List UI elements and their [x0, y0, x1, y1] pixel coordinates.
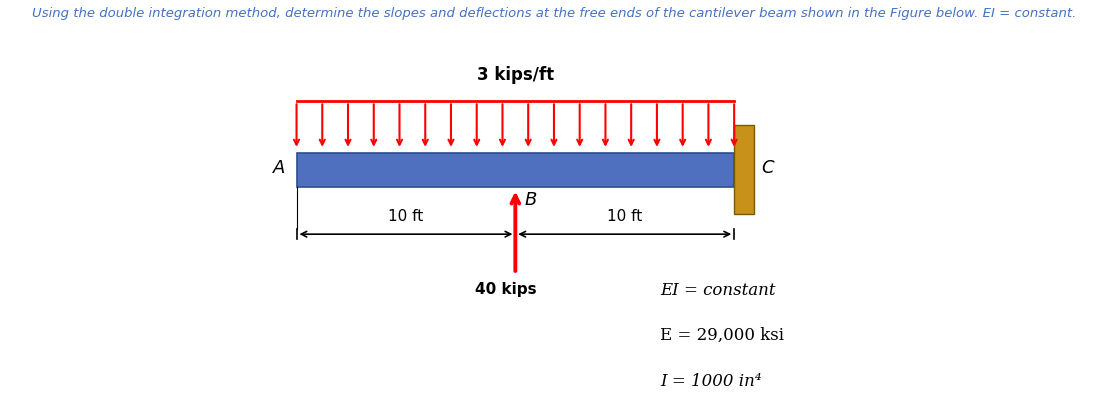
Bar	[296, 153, 734, 187]
Text: I = 1000 in⁴: I = 1000 in⁴	[661, 373, 762, 390]
Text: 40 kips: 40 kips	[476, 282, 537, 297]
Text: B: B	[525, 191, 537, 209]
Text: A: A	[273, 159, 285, 177]
Text: 3 kips/ft: 3 kips/ft	[477, 65, 553, 84]
Text: 10 ft: 10 ft	[388, 209, 424, 224]
Text: EI = constant: EI = constant	[661, 282, 776, 299]
Text: E = 29,000 ksi: E = 29,000 ksi	[661, 327, 784, 344]
Text: 10 ft: 10 ft	[607, 209, 642, 224]
Text: C: C	[761, 159, 773, 177]
Bar	[734, 125, 754, 214]
Text: Using the double integration method, determine the slopes and deflections at the: Using the double integration method, det…	[32, 7, 1077, 20]
